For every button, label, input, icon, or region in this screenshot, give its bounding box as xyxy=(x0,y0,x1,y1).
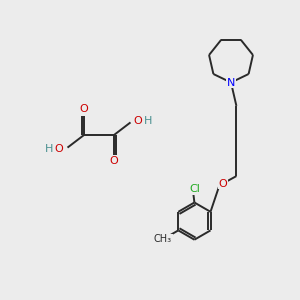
Text: H: H xyxy=(45,144,53,154)
Text: O: O xyxy=(80,104,88,114)
Text: N: N xyxy=(227,77,235,88)
Text: O: O xyxy=(218,178,227,189)
Text: O: O xyxy=(110,156,118,166)
Text: O: O xyxy=(134,116,142,126)
Text: Cl: Cl xyxy=(190,184,201,194)
Text: H: H xyxy=(144,116,152,126)
Text: O: O xyxy=(55,144,64,154)
Text: CH₃: CH₃ xyxy=(154,234,172,244)
